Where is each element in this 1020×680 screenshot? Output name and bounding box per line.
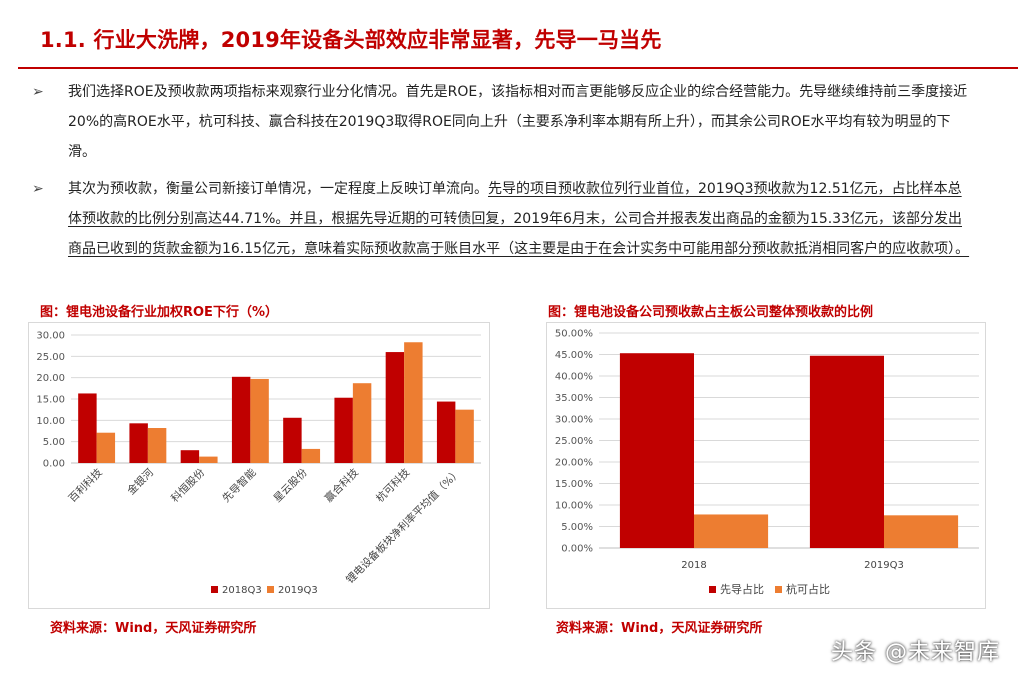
bar-先导占比 xyxy=(809,355,884,548)
legend-label: 2018Q3 xyxy=(222,585,262,596)
bar-2018Q3 xyxy=(180,450,200,463)
legend-swatch xyxy=(267,586,274,593)
bar-2019Q3 xyxy=(301,448,321,463)
paragraph-text: 其次为预收款，衡量公司新接订单情况，一定程度上反映订单流向。先导的项目预收款位列… xyxy=(40,174,972,264)
bullet-arrow-icon: ➢ xyxy=(32,84,44,100)
y-tick-label: 50.00% xyxy=(555,329,593,340)
y-tick-label: 45.00% xyxy=(555,350,593,361)
y-tick-label: 10.00% xyxy=(555,501,593,512)
y-tick-label: 30.00 xyxy=(36,331,65,342)
y-tick-label: 20.00% xyxy=(555,458,593,469)
y-tick-label: 25.00% xyxy=(555,436,593,447)
right-figure-title: 图：锂电池设备公司预收款占主板公司整体预收款的比例 xyxy=(548,305,874,320)
right-source-note: 资料来源：Wind，天风证券研究所 xyxy=(556,621,763,636)
category-label: 2018 xyxy=(681,560,706,571)
bar-2018Q3 xyxy=(334,397,353,463)
bullet-paragraph-roe: ➢ 我们选择ROE及预收款两项指标来观察行业分化情况。首先是ROE，该指标相对而… xyxy=(32,77,972,167)
bar-2018Q3 xyxy=(436,401,456,463)
right-chart-frame: 0.00% 5.00% 10.00% 15.00% 20.00% 25.00% 30.00%… xyxy=(546,322,986,609)
legend-label: 2019Q3 xyxy=(278,585,318,596)
bullet-arrow-icon: ➢ xyxy=(32,181,44,197)
y-tick-label: 0.00% xyxy=(561,544,593,555)
bar-杭可占比 xyxy=(884,515,959,548)
bar-2018Q3 xyxy=(283,417,302,463)
category-label: 星云股份 xyxy=(272,466,311,505)
category-label: 杭可科技 xyxy=(373,466,412,505)
title-divider xyxy=(18,67,1018,69)
paragraph-text-underlined: 先导的项目预收款位列行业首位，2019Q3预收款为12.51亿元，占比样本总体预… xyxy=(68,181,970,257)
category-label: 科恒股份 xyxy=(168,466,207,505)
bar-先导占比 xyxy=(619,353,694,548)
bar-2019Q3 xyxy=(96,432,116,463)
bar-杭可占比 xyxy=(694,514,769,548)
left-source-note: 资料来源：Wind，天风证券研究所 xyxy=(50,621,257,636)
paragraph-text: 我们选择ROE及预收款两项指标来观察行业分化情况。首先是ROE，该指标相对而言更… xyxy=(68,84,968,160)
bar-2019Q3 xyxy=(455,409,474,463)
y-tick-label: 30.00% xyxy=(555,415,593,426)
page-title: 1.1. 行业大洗牌，2019年设备头部效应非常显著，先导一马当先 xyxy=(40,28,662,52)
bar-2019Q3 xyxy=(404,342,423,463)
y-tick-label: 0.00 xyxy=(43,459,65,470)
paragraph-text-plain: 其次为预收款，衡量公司新接订单情况，一定程度上反映订单流向。 xyxy=(68,181,488,197)
bar-2019Q3 xyxy=(250,378,269,463)
legend-swatch xyxy=(709,586,716,593)
category-label: 先导智能 xyxy=(220,466,259,505)
y-tick-label: 10.00 xyxy=(36,416,65,427)
roe-bar-chart: 0.00 5.00 10.00 15.00 20.00 25.00 30.00 百利科技 金银河… xyxy=(36,331,481,596)
bar-2018Q3 xyxy=(129,423,148,463)
left-figure-title: 图：锂电池设备行业加权ROE下行（%） xyxy=(40,305,278,320)
legend-label: 杭可占比 xyxy=(786,582,830,596)
watermark-text: 头条 @未来智库 xyxy=(831,640,1000,665)
y-tick-label: 20.00 xyxy=(36,373,65,384)
y-tick-label: 5.00% xyxy=(561,522,593,533)
y-tick-label: 25.00 xyxy=(36,352,65,363)
y-tick-label: 5.00 xyxy=(43,437,65,448)
bar-2019Q3 xyxy=(147,428,167,463)
category-label: 百利科技 xyxy=(66,466,105,505)
legend-swatch xyxy=(775,586,782,593)
y-tick-label: 15.00% xyxy=(555,479,593,490)
y-tick-label: 35.00% xyxy=(555,393,593,404)
bar-2018Q3 xyxy=(385,352,405,463)
category-label: 2019Q3 xyxy=(864,560,904,571)
category-label: 赢合科技 xyxy=(322,466,361,505)
bullet-paragraph-advance-receipts: ➢ 其次为预收款，衡量公司新接订单情况，一定程度上反映订单流向。先导的项目预收款… xyxy=(32,174,972,264)
bar-2019Q3 xyxy=(352,383,372,463)
legend-label: 先导占比 xyxy=(720,582,764,596)
bar-2018Q3 xyxy=(78,393,97,463)
bar-2018Q3 xyxy=(231,376,251,463)
category-label: 金银河 xyxy=(125,466,157,498)
left-chart-frame: 0.00 5.00 10.00 15.00 20.00 25.00 30.00 百利科技 金银河… xyxy=(28,322,490,609)
advance-receipts-bar-chart: 0.00% 5.00% 10.00% 15.00% 20.00% 25.00% 30.00%… xyxy=(555,329,979,596)
bar-2019Q3 xyxy=(199,456,218,463)
legend-swatch xyxy=(211,586,218,593)
y-tick-label: 40.00% xyxy=(555,372,593,383)
y-tick-label: 15.00 xyxy=(36,395,65,406)
